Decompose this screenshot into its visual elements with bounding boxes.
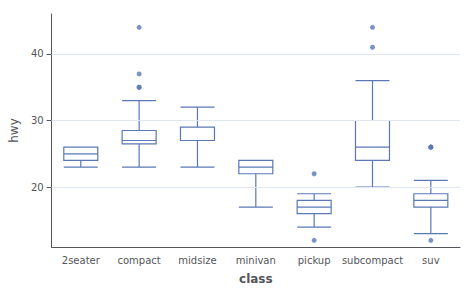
svg-text:compact: compact [118,255,161,266]
svg-text:suv: suv [422,255,440,266]
svg-text:subcompact: subcompact [342,255,403,266]
svg-text:40: 40 [31,48,44,59]
svg-text:minivan: minivan [236,255,276,266]
svg-text:20: 20 [31,182,44,193]
svg-text:pickup: pickup [298,255,331,266]
svg-text:hwy: hwy [7,118,21,143]
svg-text:midsize: midsize [178,255,216,266]
svg-text:2seater: 2seater [62,255,101,266]
svg-text:30: 30 [31,115,44,126]
svg-text:class: class [239,272,273,286]
